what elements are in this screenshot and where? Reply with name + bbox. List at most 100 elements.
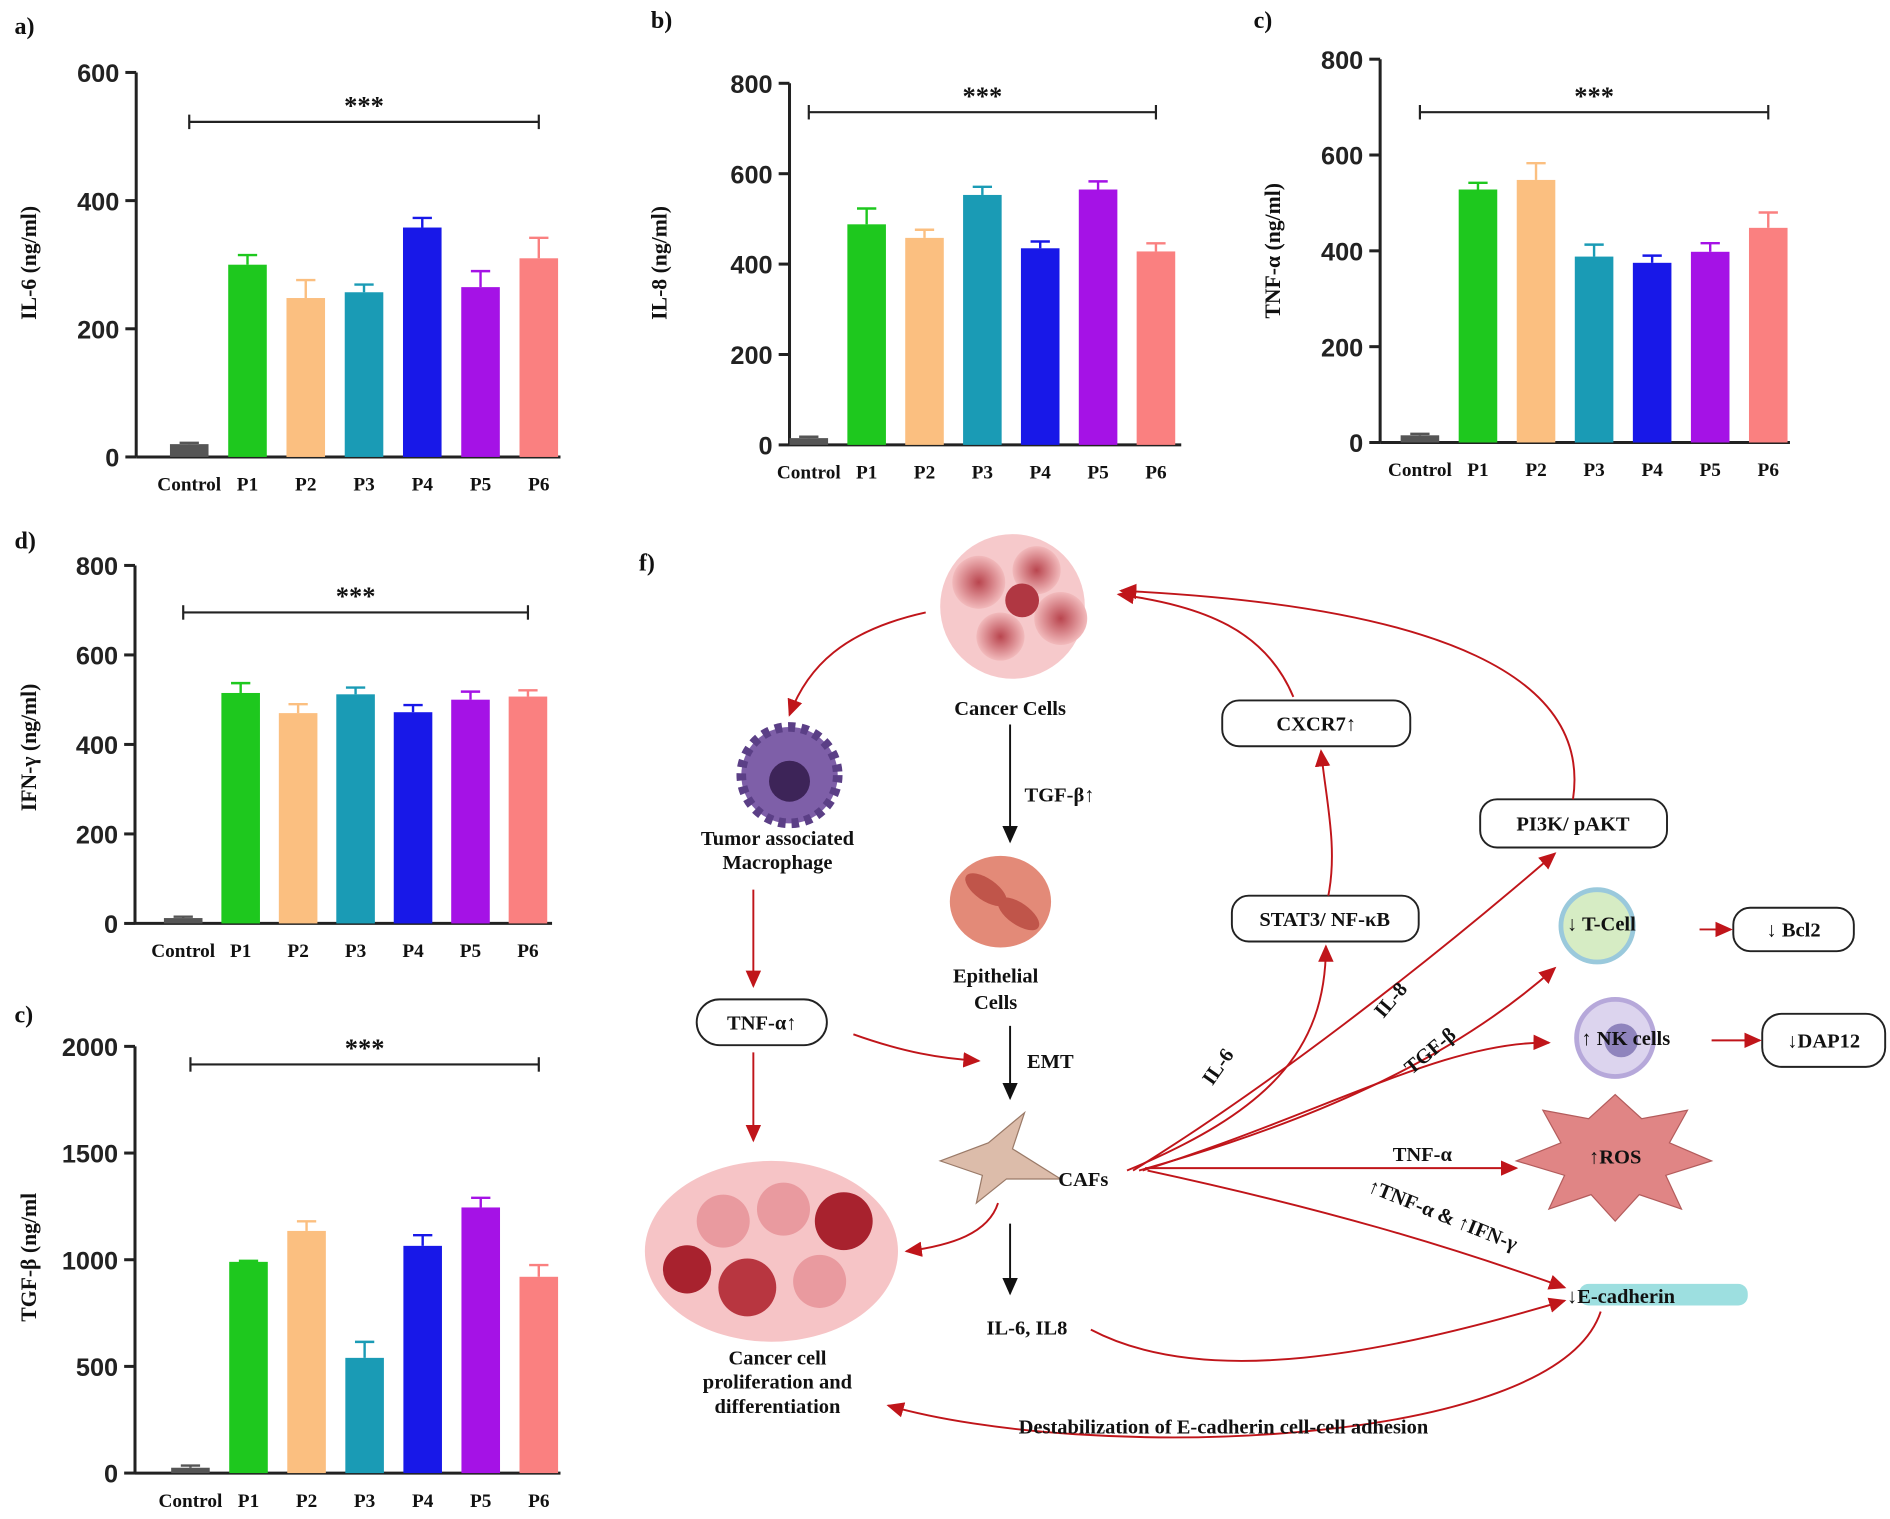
x-tick-label: P2 [287, 941, 308, 962]
epithelial-icon [949, 855, 1052, 948]
diagram: f) Cancer Cells Tumor associated Macroph… [639, 534, 1887, 1438]
bar [1458, 189, 1498, 443]
bar [393, 712, 433, 924]
y-tick-label: 800 [730, 71, 772, 99]
x-tick-label: P5 [470, 475, 491, 496]
node-label: CXCR7↑ [1276, 714, 1356, 736]
x-tick-label: P6 [1145, 463, 1167, 484]
ecadherin-icon [1579, 1283, 1748, 1306]
node-label: STAT3/ NF-κB [1259, 909, 1390, 931]
bar [519, 258, 559, 457]
bar [519, 1276, 559, 1474]
y-tick-label: 600 [76, 643, 118, 671]
node-label: Cancer cell [728, 1348, 826, 1370]
bar [789, 438, 829, 445]
x-tick-label: P4 [412, 1491, 434, 1512]
edge-label: ↑TNF-α & ↑IFN-γ [1365, 1176, 1521, 1256]
bar [1632, 262, 1672, 443]
node-label: Tumor associated [701, 828, 855, 850]
node-label: differentiation [714, 1396, 841, 1418]
y-tick-label: 0 [1349, 430, 1363, 458]
significance-label: *** [345, 1033, 385, 1063]
bar [228, 264, 267, 457]
y-tick-label: 600 [730, 161, 772, 189]
significance-label: *** [962, 81, 1002, 111]
bar [336, 694, 375, 924]
node-box [1221, 699, 1412, 748]
x-tick-label: P1 [238, 1491, 259, 1512]
node-label: TGF-β↑ [1025, 785, 1095, 807]
edge-label: IL-6 [1198, 1045, 1238, 1089]
y-tick-label: 1500 [62, 1141, 118, 1169]
node-label: CAFs [1058, 1169, 1108, 1191]
x-tick-label: P5 [1087, 463, 1108, 484]
x-tick-label: P2 [914, 463, 935, 484]
node-box [1761, 1012, 1887, 1068]
y-tick-label: 0 [105, 445, 119, 473]
x-tick-label: Control [1388, 460, 1453, 481]
y-tick-label: 400 [1321, 238, 1363, 266]
node-label: Destabilization of E-cadherin cell-cell … [1019, 1416, 1429, 1438]
node-label: EMT [1027, 1051, 1074, 1073]
x-tick-label: P4 [1641, 460, 1663, 481]
bar [461, 1207, 501, 1474]
x-tick-label: P1 [230, 941, 251, 962]
node-label: Epithelial [953, 965, 1039, 987]
y-axis-label: IL-8 (ng/ml) [648, 206, 672, 320]
panel-label: b) [651, 8, 672, 34]
bar [287, 1230, 326, 1474]
edge-label: TGF-β [1401, 1024, 1461, 1079]
significance-label: *** [1574, 81, 1614, 111]
x-tick-label: P2 [295, 475, 316, 496]
node-label: Cancer Cells [954, 698, 1066, 720]
x-tick-label: P5 [1699, 460, 1720, 481]
bar [905, 237, 944, 445]
bar [1136, 251, 1176, 445]
cancer-cells-icon [940, 534, 1088, 679]
node-box [695, 998, 828, 1047]
x-tick-label: P3 [353, 475, 374, 496]
bar [1020, 248, 1060, 445]
y-tick-label: 1000 [62, 1247, 118, 1275]
y-tick-label: 800 [1321, 47, 1363, 75]
bar [1078, 189, 1118, 445]
edge-label: TNF-α [1393, 1144, 1453, 1166]
x-tick-label: P4 [412, 475, 434, 496]
y-axis-label: IL-6 (ng/ml) [17, 206, 41, 320]
x-tick-label: P6 [517, 941, 539, 962]
node-label: ↑ NK cells [1581, 1028, 1670, 1050]
y-axis-label: TNF-α (ng/ml) [1261, 183, 1285, 319]
node-label: TNF-α↑ [727, 1012, 796, 1034]
x-tick-label: P3 [1583, 460, 1604, 481]
panel-label: d) [14, 529, 35, 555]
node-label: ↑ROS [1589, 1146, 1641, 1168]
y-tick-label: 600 [1321, 143, 1363, 171]
y-tick-label: 2000 [62, 1034, 118, 1062]
panel-label: a) [14, 14, 34, 40]
x-tick-label: Control [159, 1491, 224, 1512]
x-tick-label: Control [777, 463, 842, 484]
node-label: Cells [974, 992, 1017, 1014]
x-tick-label: P6 [528, 1491, 550, 1512]
bar [1516, 179, 1556, 443]
x-tick-label: P3 [972, 463, 993, 484]
panel-label: c) [14, 1002, 33, 1028]
bar [1748, 227, 1788, 443]
y-axis-label: IFN-γ (ng/ml) [17, 684, 41, 812]
y-tick-label: 0 [104, 1461, 118, 1489]
y-tick-label: 800 [76, 553, 118, 581]
bar [963, 194, 1002, 445]
charts: a) IL-6 (ng/ml) 0 200 400 600 *** Control P1 P2 P3… [14, 8, 1790, 1512]
x-tick-label: P1 [237, 475, 258, 496]
bar [461, 287, 500, 457]
x-tick-label: P2 [296, 1491, 317, 1512]
bar [508, 696, 548, 924]
bar [1574, 256, 1614, 443]
y-tick-label: 500 [76, 1354, 118, 1382]
node-label: proliferation and [703, 1372, 853, 1394]
x-tick-label: Control [151, 941, 216, 962]
x-tick-label: P6 [528, 475, 550, 496]
bar [286, 298, 326, 457]
x-tick-label: P4 [1030, 463, 1052, 484]
bar [278, 713, 318, 924]
